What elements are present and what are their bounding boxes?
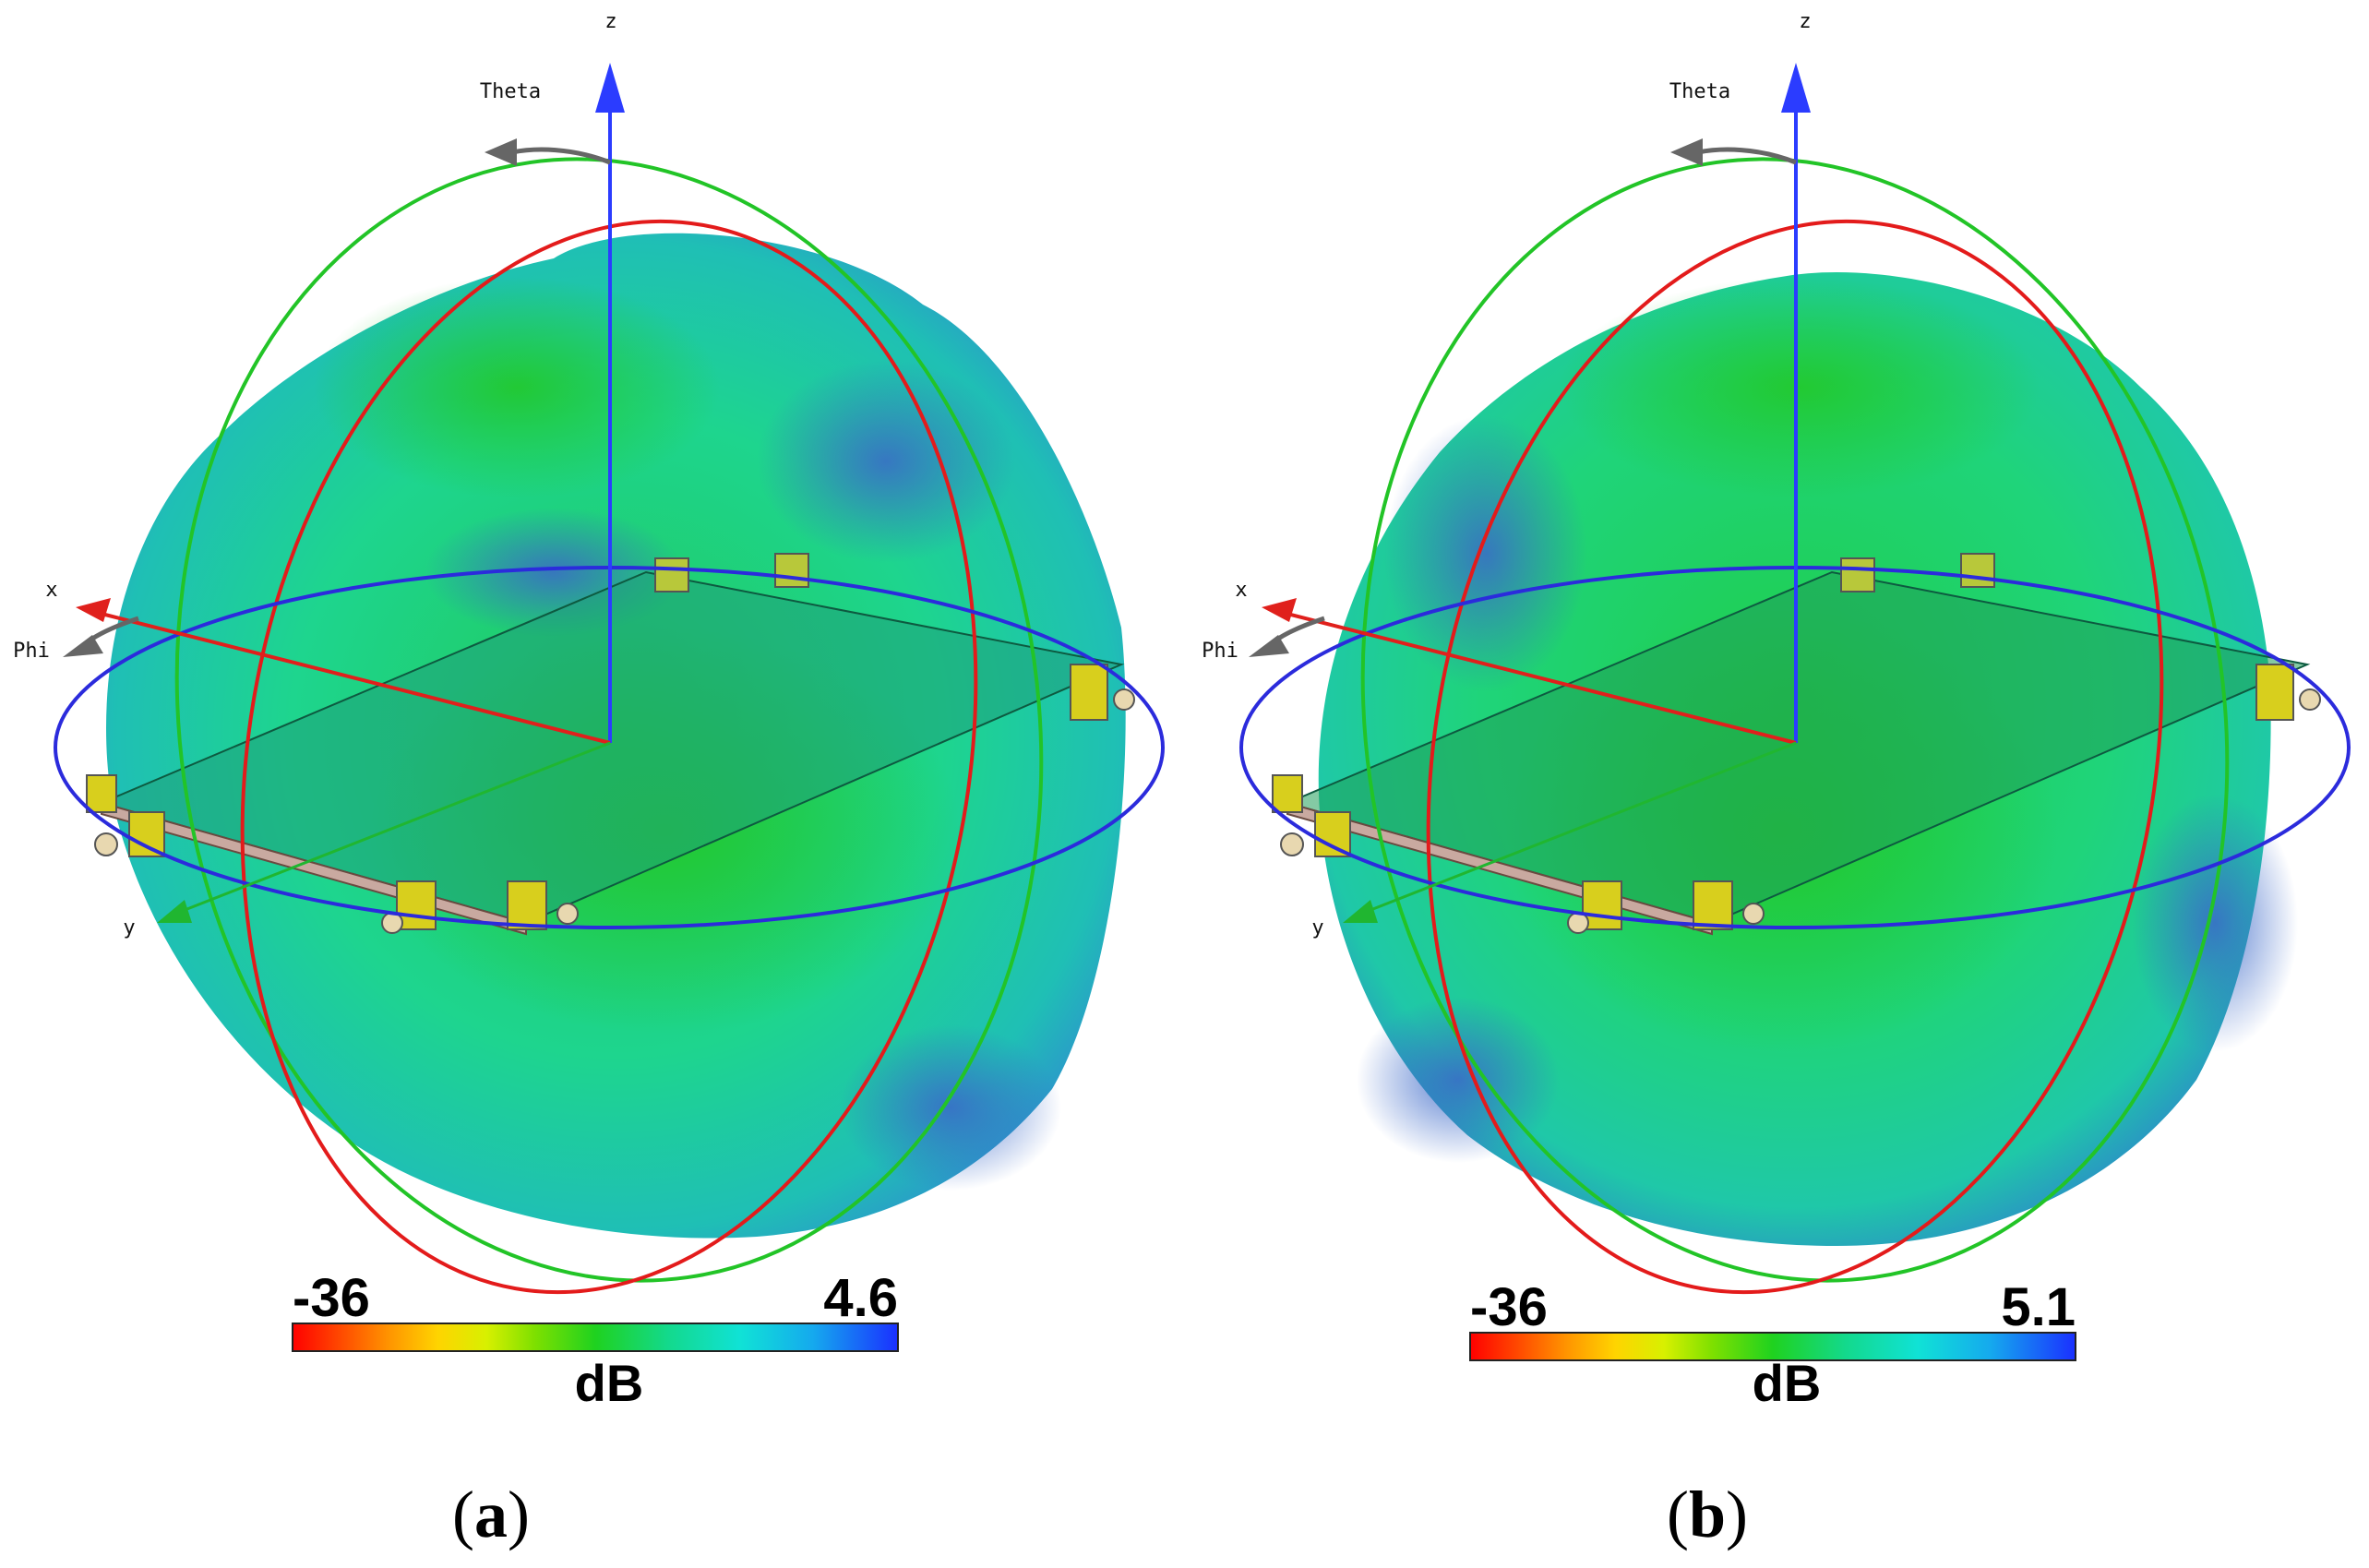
phi-label-b: Phi (1202, 640, 1238, 663)
theta-label-a: Theta (480, 80, 541, 103)
connector-a6 (654, 553, 809, 592)
connector-b4 (1693, 880, 1765, 930)
colorbar-a (292, 1323, 899, 1352)
x-arrow-b (1262, 598, 1297, 622)
connector-b3 (1567, 880, 1622, 934)
caption-a: (a) (452, 1478, 530, 1551)
x-label-a: x (45, 579, 57, 602)
theta-arc-a (511, 147, 611, 165)
y-axis-a (174, 741, 611, 916)
theta-arc-b (1697, 147, 1797, 165)
theta-arrow-b (1670, 138, 1703, 166)
scale-unit-b: dB (1753, 1354, 1822, 1412)
z-label-b: z (1799, 10, 1811, 33)
connector-a3 (381, 880, 437, 934)
theta-arrow-a (485, 138, 517, 166)
y-label-b: y (1311, 916, 1323, 940)
connector-b6 (1840, 553, 1995, 592)
x-label-b: x (1235, 579, 1247, 602)
pattern-shading-a4 (314, 277, 720, 498)
ring-green-b (1360, 157, 2230, 1283)
caption-b: (b) (1667, 1478, 1748, 1551)
pattern-shading-b5 (2132, 794, 2298, 1052)
theta-label-b: Theta (1669, 80, 1730, 103)
phi-arrow-b (1249, 635, 1289, 657)
color-scale-a: -36 4.6 dB (292, 1268, 899, 1412)
phi-arrow-a (63, 635, 103, 657)
color-scale-b: -36 5.1 dB (1469, 1277, 2076, 1412)
z-arrow-b (1781, 63, 1811, 113)
x-axis-a (101, 612, 611, 745)
scale-max-a: 4.6 (823, 1268, 898, 1328)
pattern-shading-b3 (1560, 277, 2040, 498)
panel-b: z Theta x Phi y -36 5.1 dB (b) (1202, 10, 2351, 1551)
x-arrow-a (76, 598, 111, 622)
connector-a2 (86, 774, 117, 813)
z-label-a: z (604, 10, 616, 33)
x-axis-b (1286, 612, 1797, 745)
connector-b5 (2255, 664, 2321, 721)
scale-max-b: 5.1 (2001, 1277, 2076, 1337)
pattern-shading-b1 (1384, 415, 1587, 692)
y-label-a: y (123, 916, 135, 940)
ring-red-a (240, 219, 978, 1295)
ring-red-b (1426, 219, 2164, 1295)
z-arrow-a (595, 63, 625, 113)
connector-b2 (1272, 774, 1303, 813)
colorbar-b (1469, 1332, 2076, 1361)
pattern-shading-b4 (1357, 997, 1560, 1163)
connector-a1 (94, 811, 165, 857)
y-axis-b (1360, 741, 1797, 916)
pattern-shading-a5 (840, 1024, 1061, 1191)
panel-a: z Theta x Phi y -36 4.6 dB (a) (13, 10, 1165, 1551)
scale-unit-a: dB (575, 1354, 644, 1412)
y-arrow-b (1343, 900, 1378, 923)
scale-min-b: -36 (1470, 1277, 1548, 1337)
phi-label-a: Phi (13, 640, 50, 663)
connector-a5 (1070, 664, 1135, 721)
connector-b1 (1280, 811, 1351, 857)
connector-a4 (507, 880, 579, 930)
y-arrow-a (157, 900, 192, 923)
ring-green-a (174, 157, 1044, 1283)
scale-min-a: -36 (293, 1268, 370, 1328)
